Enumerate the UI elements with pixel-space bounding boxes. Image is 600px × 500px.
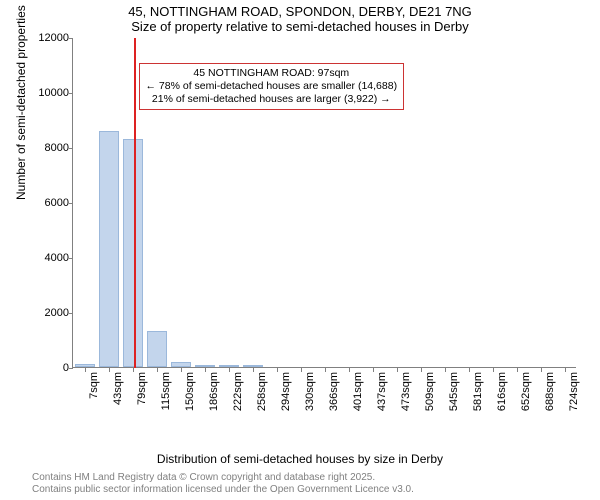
- chart-area: 0200040006000800010000120007sqm43sqm79sq…: [72, 38, 576, 408]
- x-tick-mark: [325, 368, 326, 372]
- y-tick-mark: [69, 148, 73, 149]
- x-tick-mark: [397, 368, 398, 372]
- y-axis-label: Number of semi-detached properties: [14, 5, 28, 200]
- x-tick-label: 366sqm: [328, 372, 340, 412]
- plot-area: 0200040006000800010000120007sqm43sqm79sq…: [72, 38, 576, 368]
- x-tick-mark: [421, 368, 422, 372]
- footer-line-1: Contains HM Land Registry data © Crown c…: [32, 472, 414, 484]
- histogram-bar: [147, 331, 168, 367]
- x-tick-label: 186sqm: [208, 372, 220, 412]
- x-tick-label: 616sqm: [496, 372, 508, 412]
- y-tick-label: 4000: [29, 252, 69, 264]
- x-tick-mark: [373, 368, 374, 372]
- x-tick-mark: [445, 368, 446, 372]
- x-tick-label: 581sqm: [472, 372, 484, 412]
- x-tick-mark: [565, 368, 566, 372]
- x-tick-label: 294sqm: [280, 372, 292, 412]
- x-tick-mark: [517, 368, 518, 372]
- x-tick-mark: [181, 368, 182, 372]
- x-tick-mark: [277, 368, 278, 372]
- x-tick-mark: [133, 368, 134, 372]
- x-tick-mark: [253, 368, 254, 372]
- y-tick-mark: [69, 203, 73, 204]
- x-tick-label: 150sqm: [184, 372, 196, 412]
- histogram-bar: [75, 364, 96, 367]
- chart-header: 45, NOTTINGHAM ROAD, SPONDON, DERBY, DE2…: [0, 0, 600, 36]
- x-tick-mark: [109, 368, 110, 372]
- x-tick-mark: [85, 368, 86, 372]
- annotation-box: 45 NOTTINGHAM ROAD: 97sqm← 78% of semi-d…: [139, 63, 405, 110]
- x-tick-label: 545sqm: [448, 372, 460, 412]
- y-tick-label: 12000: [29, 32, 69, 44]
- footer-line-2: Contains public sector information licen…: [32, 484, 414, 496]
- y-tick-label: 10000: [29, 87, 69, 99]
- x-tick-mark: [541, 368, 542, 372]
- y-tick-mark: [69, 38, 73, 39]
- histogram-bar: [243, 365, 264, 367]
- histogram-bar: [99, 131, 120, 368]
- y-tick-label: 6000: [29, 197, 69, 209]
- chart-footer: Contains HM Land Registry data © Crown c…: [32, 472, 414, 496]
- x-tick-label: 509sqm: [424, 372, 436, 412]
- y-tick-label: 0: [29, 362, 69, 374]
- x-tick-label: 688sqm: [544, 372, 556, 412]
- x-tick-label: 401sqm: [352, 372, 364, 412]
- x-tick-label: 437sqm: [376, 372, 388, 412]
- property-marker-line: [134, 38, 136, 368]
- annotation-line: ← 78% of semi-detached houses are smalle…: [146, 80, 398, 93]
- x-tick-mark: [205, 368, 206, 372]
- x-tick-label: 43sqm: [112, 372, 124, 412]
- x-tick-mark: [301, 368, 302, 372]
- x-tick-label: 7sqm: [88, 372, 100, 412]
- x-tick-mark: [469, 368, 470, 372]
- y-tick-label: 2000: [29, 307, 69, 319]
- annotation-line: 21% of semi-detached houses are larger (…: [146, 93, 398, 106]
- x-tick-mark: [229, 368, 230, 372]
- y-tick-mark: [69, 368, 73, 369]
- y-tick-mark: [69, 258, 73, 259]
- histogram-bar: [219, 365, 240, 367]
- x-tick-mark: [349, 368, 350, 372]
- histogram-bar: [171, 362, 192, 368]
- x-tick-label: 330sqm: [304, 372, 316, 412]
- x-tick-label: 652sqm: [520, 372, 532, 412]
- x-tick-label: 79sqm: [136, 372, 148, 412]
- x-tick-label: 115sqm: [160, 372, 172, 412]
- y-tick-mark: [69, 313, 73, 314]
- histogram-bar: [123, 139, 144, 367]
- chart-title: 45, NOTTINGHAM ROAD, SPONDON, DERBY, DE2…: [0, 4, 600, 19]
- histogram-bar: [195, 365, 216, 367]
- x-tick-label: 258sqm: [256, 372, 268, 412]
- x-axis-label: Distribution of semi-detached houses by …: [0, 452, 600, 466]
- annotation-line: 45 NOTTINGHAM ROAD: 97sqm: [146, 67, 398, 80]
- x-tick-label: 724sqm: [568, 372, 580, 412]
- x-tick-mark: [157, 368, 158, 372]
- x-tick-label: 222sqm: [232, 372, 244, 412]
- x-tick-mark: [493, 368, 494, 372]
- x-tick-label: 473sqm: [400, 372, 412, 412]
- y-tick-label: 8000: [29, 142, 69, 154]
- y-tick-mark: [69, 93, 73, 94]
- chart-subtitle: Size of property relative to semi-detach…: [0, 19, 600, 34]
